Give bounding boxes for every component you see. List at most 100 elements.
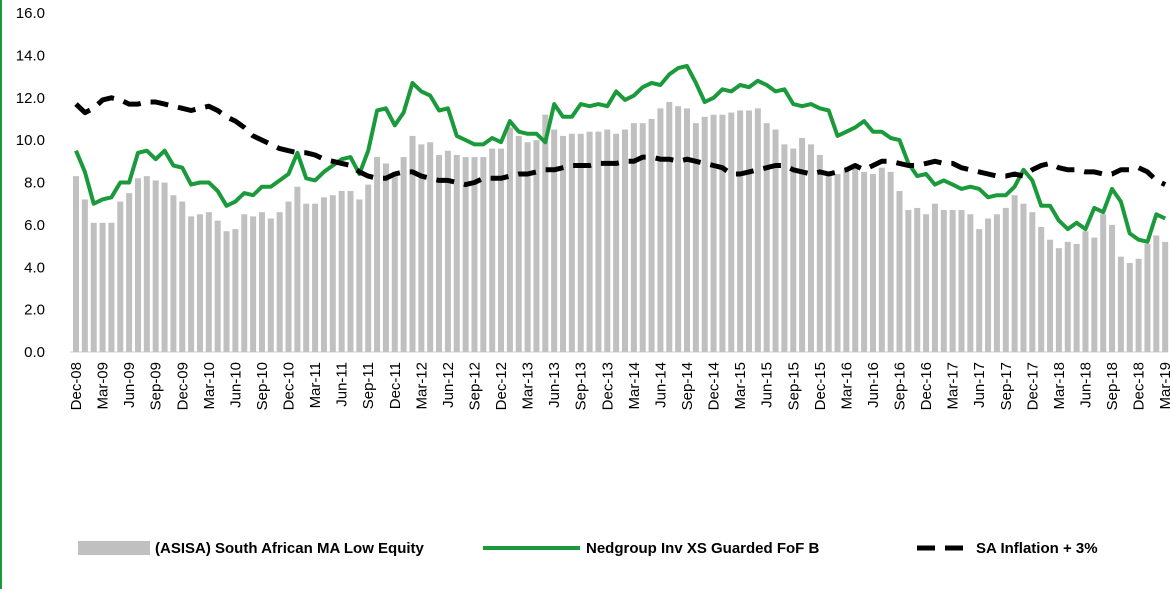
- bar: [285, 201, 292, 352]
- bar: [196, 214, 203, 352]
- x-tick-label: Sep-09: [148, 362, 165, 410]
- bar: [223, 231, 230, 352]
- y-tick-label: 16.0: [16, 5, 45, 22]
- bar: [630, 123, 637, 352]
- bar: [1126, 263, 1133, 352]
- x-tick-label: Dec-09: [174, 362, 191, 410]
- bar: [852, 165, 859, 352]
- x-tick-label: Sep-10: [254, 362, 271, 410]
- bar: [967, 214, 974, 352]
- y-tick-label: 14.0: [16, 47, 45, 64]
- bar: [1064, 241, 1071, 352]
- bar: [1117, 256, 1124, 352]
- x-tick-label: Dec-15: [812, 362, 829, 410]
- bar: [843, 169, 850, 352]
- bar: [807, 144, 814, 352]
- bar: [887, 171, 894, 352]
- bar: [73, 176, 79, 352]
- x-tick-label: Mar-16: [838, 362, 855, 410]
- bar: [462, 157, 469, 352]
- y-tick-label: 4.0: [24, 259, 45, 276]
- x-tick-label: Sep-17: [998, 362, 1015, 410]
- bar: [179, 201, 186, 352]
- x-tick-label: Jun-12: [440, 362, 457, 408]
- bar: [294, 186, 301, 352]
- bar: [1091, 237, 1098, 352]
- bar: [577, 133, 584, 352]
- bar: [276, 212, 283, 352]
- bar: [683, 108, 690, 352]
- bar: [409, 135, 416, 352]
- x-tick-label: Dec-18: [1131, 362, 1148, 410]
- x-tick-label: Mar-19: [1157, 362, 1172, 410]
- bar: [205, 212, 212, 352]
- x-tick-label: Jun-13: [546, 362, 563, 408]
- bar: [427, 142, 434, 352]
- bar: [692, 123, 699, 352]
- bar: [1153, 235, 1160, 352]
- bar: [861, 171, 868, 352]
- bar: [533, 140, 540, 352]
- bar: [639, 123, 646, 352]
- bar: [436, 154, 443, 352]
- bar: [816, 154, 823, 352]
- y-tick-label: 2.0: [24, 302, 45, 319]
- bar: [480, 157, 487, 352]
- x-tick-label: Dec-17: [1024, 362, 1041, 410]
- bar: [710, 114, 717, 352]
- bar: [188, 216, 195, 352]
- legend-label: Nedgroup Inv XS Guarded FoF B: [586, 540, 820, 557]
- bar: [763, 123, 770, 352]
- bar: [1082, 231, 1089, 352]
- bar: [232, 229, 239, 352]
- x-tick-label: Dec-08: [68, 362, 85, 410]
- bar: [489, 148, 496, 352]
- bar: [391, 171, 398, 352]
- bar: [1100, 214, 1107, 352]
- bar: [923, 214, 930, 352]
- line-series: [74, 64, 1167, 244]
- bar: [648, 118, 655, 352]
- x-tick-label: Dec-11: [387, 362, 404, 409]
- x-tick-label: Dec-14: [706, 362, 723, 410]
- bar: [1162, 241, 1169, 352]
- x-tick-label: Sep-18: [1104, 362, 1121, 410]
- bar: [737, 110, 744, 353]
- x-tick-label: Mar-17: [945, 362, 962, 410]
- x-tick-label: Mar-18: [1051, 362, 1068, 410]
- bar: [604, 129, 611, 352]
- x-tick-label: Mar-10: [201, 362, 218, 410]
- bar: [799, 138, 806, 352]
- bar: [250, 216, 257, 352]
- x-tick-label: Mar-09: [95, 362, 112, 410]
- bar: [444, 150, 451, 352]
- x-tick-label: Mar-14: [626, 362, 643, 410]
- bar: [126, 193, 133, 352]
- bar: [267, 218, 274, 352]
- x-tick-label: Sep-11: [360, 362, 377, 409]
- x-tick-label: Mar-15: [732, 362, 749, 410]
- x-tick-label: Jun-14: [652, 362, 669, 408]
- bar: [1073, 243, 1080, 352]
- bar: [214, 220, 221, 352]
- x-tick-label: Jun-09: [121, 362, 138, 408]
- bar: [657, 108, 664, 352]
- bar: [772, 129, 779, 352]
- x-tick-label: Sep-13: [573, 362, 590, 410]
- bar: [320, 197, 327, 352]
- legend-label: (ASISA) South African MA Low Equity: [155, 540, 425, 557]
- bar: [471, 157, 478, 352]
- bar: [754, 108, 761, 352]
- bar: [834, 174, 841, 352]
- bar: [1135, 258, 1142, 352]
- bar: [728, 112, 735, 352]
- bar: [1011, 195, 1018, 352]
- legend-swatch: [78, 541, 150, 555]
- bar: [551, 129, 558, 352]
- x-tick-label: Sep-16: [892, 362, 909, 410]
- bar: [931, 203, 938, 352]
- bar: [170, 195, 177, 352]
- bar: [719, 114, 726, 352]
- bar: [453, 154, 460, 352]
- x-tick-label: Jun-15: [759, 362, 776, 408]
